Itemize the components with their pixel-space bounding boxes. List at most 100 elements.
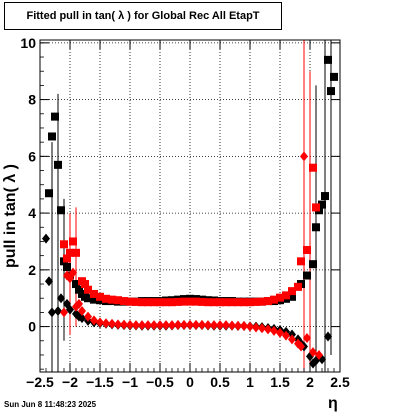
data-point-square <box>180 297 188 306</box>
x-axis-title: η <box>328 395 338 412</box>
data-point-diamond <box>45 276 53 287</box>
data-point-diamond <box>144 320 152 331</box>
data-point-square <box>294 282 302 291</box>
data-point-diamond <box>252 322 260 333</box>
data-point-square <box>156 298 164 307</box>
data-point-square <box>96 292 104 301</box>
x-tick-label: 2 <box>306 374 314 390</box>
data-point-diamond <box>138 320 146 331</box>
data-point-square <box>54 160 62 169</box>
data-point-diamond <box>120 319 128 330</box>
data-point-square <box>264 297 272 306</box>
data-point-square <box>240 298 248 307</box>
data-point-square <box>318 200 326 209</box>
x-tick-label: 1 <box>246 374 254 390</box>
data-point-square <box>63 263 71 272</box>
data-point-square <box>204 298 212 307</box>
data-point-square <box>75 285 83 294</box>
data-point-square <box>132 297 140 306</box>
data-point-diamond <box>216 320 224 331</box>
data-point-diamond <box>90 315 98 326</box>
chart-title: Fitted pull in tan( λ ) for Global Rec A… <box>4 2 282 30</box>
data-point-diamond <box>180 319 188 330</box>
data-point-diamond <box>156 320 164 331</box>
data-point-diamond <box>309 347 317 358</box>
data-point-diamond <box>300 151 308 162</box>
data-point-square <box>60 240 68 249</box>
data-point-square <box>288 292 296 301</box>
data-point-diamond <box>60 307 68 318</box>
data-point-diamond <box>282 330 290 341</box>
x-tick-label: 1.5 <box>270 374 290 390</box>
data-point-diamond <box>240 321 248 332</box>
data-point-diamond <box>102 318 110 329</box>
data-point-square <box>63 254 71 263</box>
data-point-square <box>168 298 176 307</box>
y-tick-label: 8 <box>28 92 36 108</box>
data-point-square <box>51 112 59 121</box>
data-point-square <box>309 260 317 269</box>
data-point-square <box>186 297 194 306</box>
data-point-diamond <box>192 319 200 330</box>
data-point-square <box>276 293 284 302</box>
data-point-diamond <box>246 321 254 332</box>
data-point-square <box>72 248 80 257</box>
x-tick-label: −2.5 <box>26 374 54 390</box>
data-point-square <box>282 291 290 300</box>
data-point-square <box>198 297 206 306</box>
data-point-diamond <box>210 320 218 331</box>
data-point-diamond <box>96 317 104 328</box>
data-point-diamond <box>78 313 86 324</box>
data-point-square <box>330 72 338 81</box>
data-point-square <box>321 192 329 201</box>
data-point-diamond <box>276 327 284 338</box>
data-point-diamond <box>66 304 74 315</box>
data-point-diamond <box>258 323 266 334</box>
data-point-diamond <box>270 325 278 336</box>
data-point-diamond <box>234 320 242 331</box>
data-point-square <box>288 287 296 296</box>
data-point-diamond <box>204 320 212 331</box>
x-tick-label: 0.5 <box>210 374 230 390</box>
data-point-diamond <box>174 319 182 330</box>
data-point-square <box>57 206 65 215</box>
data-point-diamond <box>132 320 140 331</box>
data-point-square <box>69 237 77 246</box>
data-point-square <box>327 87 335 96</box>
data-point-diamond <box>315 349 323 360</box>
data-point-diamond <box>297 341 305 352</box>
x-tick-label: −2 <box>62 374 78 390</box>
data-point-square <box>72 280 80 289</box>
data-point-square <box>66 248 74 257</box>
data-point-square <box>324 55 332 64</box>
data-point-square <box>297 257 305 266</box>
data-point-square <box>312 223 320 232</box>
data-point-square <box>150 298 158 307</box>
data-point-square <box>126 297 134 306</box>
data-point-square <box>84 285 92 294</box>
x-tick-label: −1.5 <box>86 374 114 390</box>
data-point-square <box>81 280 89 289</box>
data-point-diamond <box>264 324 272 335</box>
data-point-diamond <box>108 318 116 329</box>
data-point-square <box>246 298 254 307</box>
y-tick-label: 2 <box>28 262 36 278</box>
data-point-diamond <box>222 320 230 331</box>
data-point-square <box>312 203 320 212</box>
data-point-diamond <box>69 267 77 278</box>
data-point-square <box>90 295 98 304</box>
data-point-square <box>108 295 116 304</box>
data-point-diamond <box>54 305 62 316</box>
data-point-diamond <box>303 332 311 343</box>
data-point-square <box>120 297 128 306</box>
data-point-square <box>48 132 56 141</box>
x-tick-label: 2.5 <box>330 374 350 390</box>
data-point-diamond <box>228 320 236 331</box>
data-point-diamond <box>288 334 296 345</box>
data-point-square <box>303 245 311 254</box>
data-point-square <box>309 163 317 172</box>
data-point-diamond <box>150 320 158 331</box>
timestamp: Sun Jun 8 11:48:23 2025 <box>4 400 97 409</box>
y-axis-title: pull in tan( λ ) <box>2 164 19 268</box>
data-point-square <box>303 271 311 280</box>
